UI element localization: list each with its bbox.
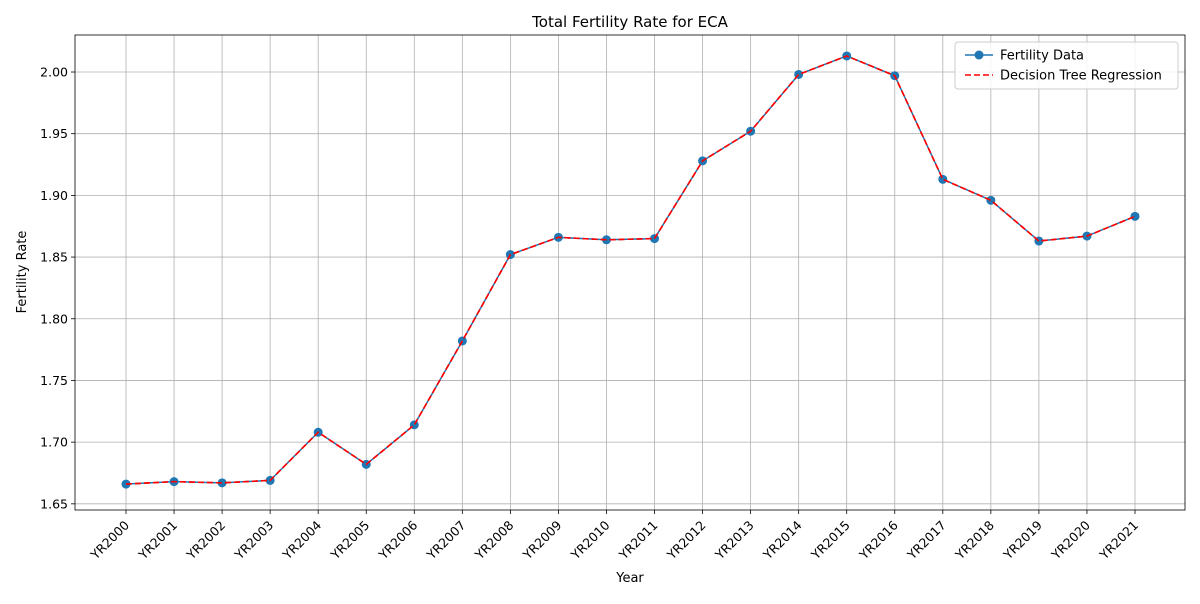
- x-tick-label: YR2021: [1096, 518, 1141, 563]
- axis-ticks: YR2000 YR2001 YR2002 YR2003 YR2004 YR2005 YR20…: [40, 65, 1141, 563]
- x-tick-label: YR2019: [1000, 517, 1045, 562]
- x-tick-label: YR2000: [87, 517, 132, 562]
- x-tick-label: YR2008: [471, 517, 516, 562]
- y-tick-label: 1.65: [40, 496, 68, 511]
- y-tick-label: 1.70: [40, 435, 68, 450]
- x-tick-label: YR2004: [279, 517, 324, 562]
- x-tick-label: YR2018: [952, 517, 997, 562]
- x-tick-label: YR2009: [519, 517, 564, 562]
- series-layer: [121, 51, 1140, 489]
- legend-label-fertility-data: Fertility Data: [1000, 49, 1084, 64]
- x-tick-label: YR2007: [423, 518, 468, 563]
- y-tick-label: 2.00: [40, 65, 68, 80]
- x-tick-label: YR2011: [615, 518, 660, 563]
- series-line-decision-tree-regression: [125, 55, 1136, 485]
- x-tick-label: YR2013: [711, 518, 756, 563]
- x-axis-title: Year: [615, 571, 644, 586]
- x-tick-label: YR2002: [183, 518, 228, 563]
- x-tick-label: YR2016: [856, 517, 901, 562]
- y-tick-label: 1.90: [40, 188, 68, 203]
- x-tick-label: YR2005: [327, 518, 372, 563]
- data-point-fertility-data: [1130, 211, 1140, 221]
- series-line-overlay: [125, 55, 1136, 485]
- plot-frame: [74, 34, 1186, 511]
- x-tick-label: YR2015: [807, 518, 852, 563]
- data-point-fertility-data: [938, 174, 948, 184]
- x-tick-label: YR2010: [567, 517, 612, 562]
- x-tick-label: YR2006: [375, 517, 420, 562]
- x-tick-label: YR2001: [135, 518, 180, 563]
- y-tick-label: 1.95: [40, 126, 68, 141]
- x-tick-label: YR2014: [759, 517, 804, 562]
- legend-label-decision-tree: Decision Tree Regression: [1000, 69, 1162, 84]
- x-tick-label: YR2003: [231, 518, 276, 563]
- x-tick-label: YR2020: [1048, 517, 1093, 562]
- y-tick-label: 1.85: [40, 250, 68, 265]
- x-tick-label: YR2012: [663, 518, 708, 563]
- x-tick-label: YR2017: [904, 518, 949, 563]
- legend-box: [954, 41, 1179, 90]
- y-axis-title: Fertility Rate: [15, 231, 30, 314]
- data-point-fertility-data: [217, 478, 227, 488]
- legend-marker-fertility-data: [974, 50, 984, 60]
- chart-title: Total Fertility Rate for ECA: [531, 13, 728, 31]
- grid-lines: [75, 35, 1185, 510]
- series-line-fertility-data: [125, 55, 1136, 485]
- y-tick-label: 1.80: [40, 311, 68, 326]
- y-tick-label: 1.75: [40, 373, 68, 388]
- legend: Fertility Data Decision Tree Regression: [954, 41, 1179, 90]
